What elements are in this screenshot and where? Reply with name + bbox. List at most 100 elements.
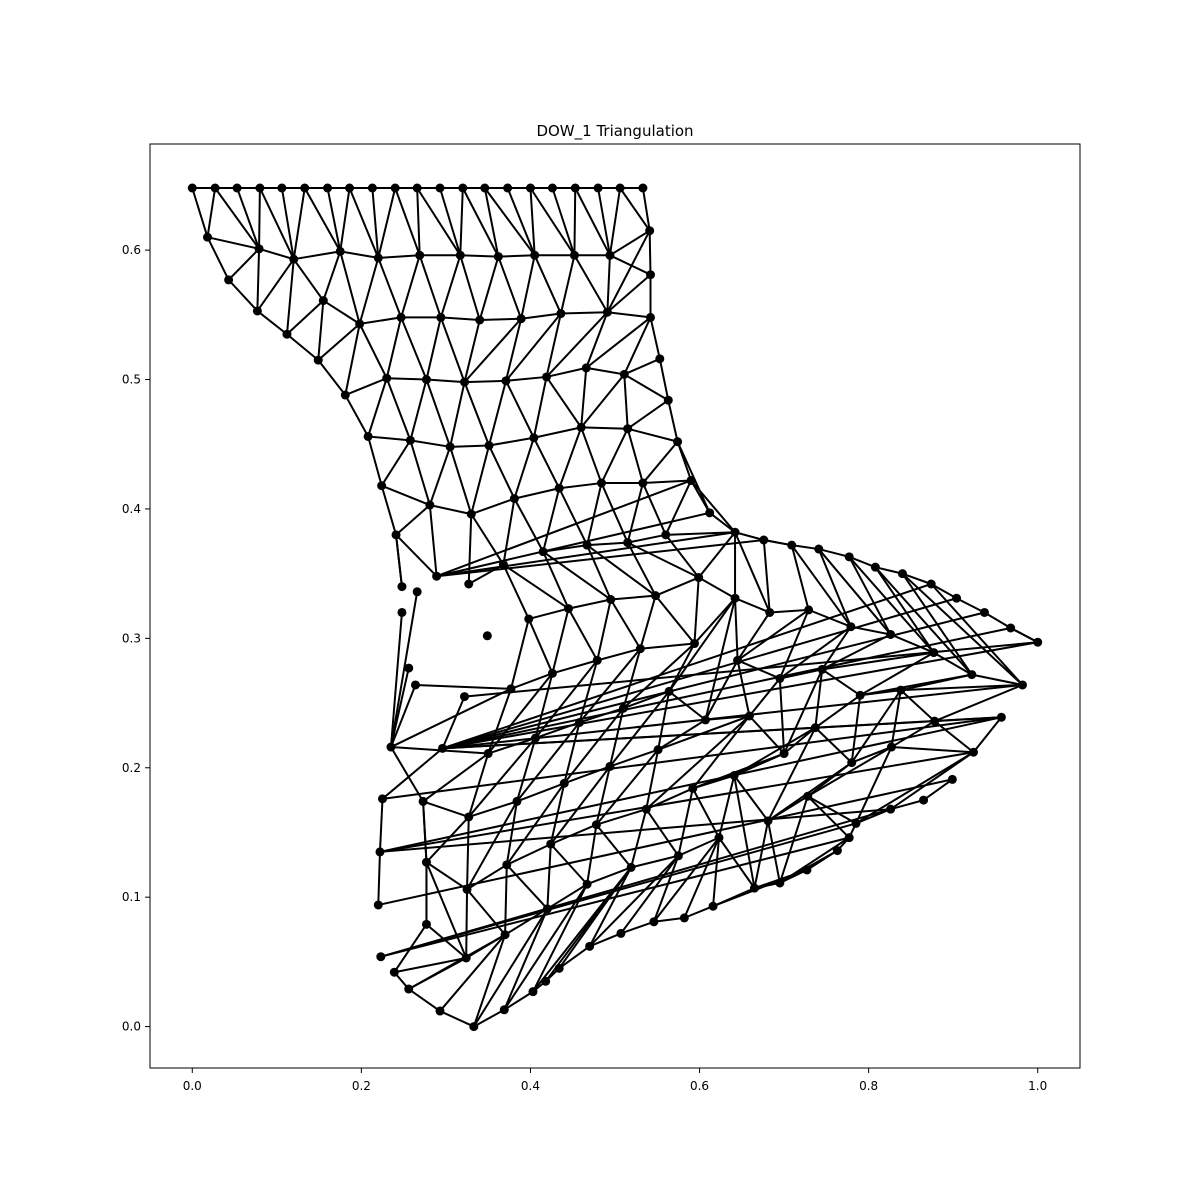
triangulation-edge <box>585 316 652 369</box>
triangulation-edge <box>558 487 589 547</box>
vertex-point <box>410 680 420 690</box>
vertex-point <box>897 569 907 579</box>
vertex-point <box>436 312 446 322</box>
vertex-point <box>688 783 698 793</box>
vertex-point <box>501 376 511 386</box>
vertex-point <box>708 901 718 911</box>
triangulation-edge <box>502 497 516 566</box>
triangulation-edge <box>531 883 589 993</box>
edges-layer <box>191 187 1039 1028</box>
triangulation-edge <box>502 563 530 620</box>
vertex-point <box>569 250 579 260</box>
vertex-point <box>714 833 724 843</box>
vertex-point <box>649 917 659 927</box>
vertex-point <box>255 183 265 193</box>
triangulation-edge <box>854 808 892 825</box>
vertex-point <box>679 913 689 923</box>
vertex-point <box>421 375 431 385</box>
triangulation-edge <box>606 311 652 319</box>
vertex-point <box>396 312 406 322</box>
triangulation-edge <box>506 187 536 257</box>
triangulation-edge <box>214 187 261 250</box>
triangulation-edge <box>503 990 534 1011</box>
vertex-point <box>775 878 785 888</box>
vertex-point <box>525 183 535 193</box>
vertex-point <box>345 183 355 193</box>
vertex-point <box>930 716 940 726</box>
triangulation-edge <box>626 533 667 544</box>
triangulation-edge <box>608 187 622 257</box>
vertex-point <box>694 573 704 583</box>
triangulation-edge <box>639 642 696 650</box>
triangulation-edge <box>504 317 523 382</box>
axes-frame <box>149 143 1081 1069</box>
chart-title: DOW_1 Triangulation <box>536 122 693 141</box>
triangulation-edge <box>425 861 468 959</box>
triangulation-edge <box>549 765 611 846</box>
vertex-point <box>750 883 759 893</box>
triangulation-edge <box>733 752 786 777</box>
triangulation-edge <box>256 258 295 312</box>
vertex-point <box>744 711 754 721</box>
triangulation-edge <box>416 187 421 257</box>
triangulation-edge <box>717 836 756 890</box>
triangulation-edge <box>578 647 642 724</box>
triangulation-edge <box>596 647 642 662</box>
triangulation-edge <box>377 254 421 259</box>
triangulation-edge <box>667 399 679 443</box>
triangulation-edge <box>854 751 975 825</box>
triangulation-edge <box>532 375 548 439</box>
triangulation-edge <box>658 357 670 402</box>
triangulation-edge <box>551 187 576 257</box>
triangulation-edge <box>441 583 933 750</box>
triangulation-edge <box>542 550 612 601</box>
vertex-point <box>596 478 606 488</box>
vertex-point <box>730 527 740 537</box>
vertex-point <box>926 579 936 589</box>
vertex-point <box>810 723 820 733</box>
vertex-point <box>814 544 824 554</box>
triangulation-edge <box>416 187 462 257</box>
y-tick-label: 0.0 <box>122 1020 141 1034</box>
triangulation-edge <box>652 836 720 923</box>
vertex-point <box>300 183 310 193</box>
triangulation-edge <box>441 695 466 750</box>
vertex-point <box>412 183 422 193</box>
triangulation-edge <box>488 436 535 447</box>
vertex-point <box>499 1005 509 1015</box>
vertex-point <box>502 860 512 870</box>
triangulation-edge <box>559 254 576 315</box>
triangulation-edge <box>664 531 737 536</box>
triangulation-edge <box>641 482 667 536</box>
triangulation-edge <box>767 726 817 822</box>
triangulation-edge <box>545 375 583 429</box>
vertex-point <box>415 250 425 260</box>
triangulation-edge <box>422 800 470 818</box>
triangulation-edge <box>389 687 513 749</box>
triangulation-edge <box>542 487 561 553</box>
triangulation-edge <box>806 795 857 825</box>
vertex-point <box>844 552 854 562</box>
triangulation-edge <box>378 751 975 853</box>
triangulation-edge <box>551 607 570 675</box>
triangulation-edge <box>435 511 711 578</box>
triangulation-edge <box>400 254 421 319</box>
vertex-point <box>729 771 739 781</box>
triangulation-edge <box>623 357 661 376</box>
triangulation-edge <box>683 836 720 919</box>
vertex-point <box>363 431 373 441</box>
triangulation-edge <box>768 608 810 614</box>
vertex-point <box>425 500 435 510</box>
triangulation-edge <box>697 576 737 600</box>
triangulation-edge <box>515 782 566 803</box>
triangulation-edge <box>551 659 599 675</box>
triangulation-edge <box>380 484 431 507</box>
vertex-point <box>847 758 857 768</box>
triangulation-edge <box>191 187 209 239</box>
triangulation-edge <box>546 883 589 910</box>
triangulation-edge <box>466 815 470 891</box>
triangulation-edge <box>595 823 633 869</box>
triangulation-edge <box>574 187 611 257</box>
triangulation-edge <box>645 748 660 811</box>
triangulation-edge <box>344 394 370 438</box>
